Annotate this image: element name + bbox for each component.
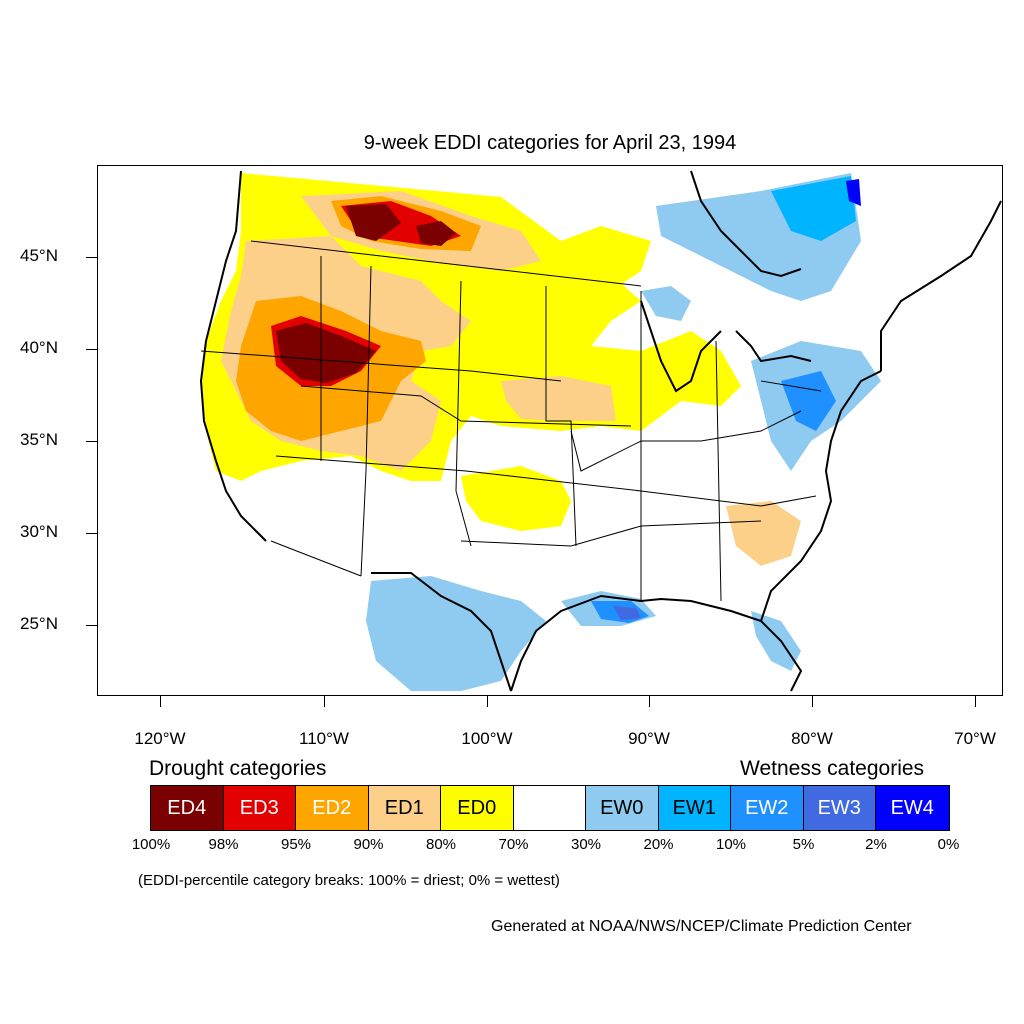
lon-label: 110°W (299, 729, 349, 748)
lat-label: 35°N (20, 430, 58, 449)
ew0-region-tx (366, 576, 546, 691)
lon-tick (975, 696, 976, 707)
ed1-region-plains (501, 376, 616, 421)
lon-label: 70°W (954, 729, 996, 748)
ew1-region (771, 176, 856, 241)
legend-percentile-label: 0% (937, 836, 960, 853)
legend-percentile-label: 98% (208, 836, 239, 853)
legend-percentile-label: 70% (498, 836, 529, 853)
legend-percentile-label: 30% (570, 836, 602, 853)
lat-label: 25°N (20, 614, 58, 633)
map-title: 9-week EDDI categories for April 23, 199… (363, 132, 737, 154)
legend-percentile-label: 80% (425, 836, 457, 853)
lon-tick (649, 696, 650, 707)
ed4-region (276, 323, 376, 383)
legend-cell-ew1: EW1 (658, 786, 731, 830)
lat-label: 40°N (20, 338, 58, 357)
lon-label: 80°W (791, 729, 833, 748)
ed4-region-north2 (416, 221, 456, 246)
category-note: (EDDI-percentile category breaks: 100% =… (138, 872, 560, 889)
legend-percentile-label: 90% (353, 836, 384, 853)
legend-percentile-label: 5% (792, 836, 815, 853)
legend-cell-ed4: ED4 (151, 786, 224, 830)
ew2-region (781, 371, 836, 431)
drought-heading: Drought categories (149, 757, 327, 780)
legend-cell-ew4: EW4 (876, 786, 949, 830)
legend-percentile-label: 95% (280, 836, 312, 853)
lat-tick (86, 257, 97, 258)
legend-cell-normal (513, 786, 586, 830)
legend-cell-ew3: EW3 (803, 786, 876, 830)
legend-cell-ed0: ED0 (441, 786, 514, 830)
lon-tick (812, 696, 813, 707)
ew0-region-fl (751, 611, 801, 671)
legend-colorbar: ED4 ED3 ED2 ED1 ED0 EW0 EW1 EW2 EW3 EW4 (150, 785, 950, 831)
lon-label: 90°W (628, 729, 670, 748)
ed1-region-se (726, 501, 801, 566)
legend-percentile-label: 100% (131, 836, 171, 853)
state-borders (200, 240, 822, 602)
lon-label: 100°W (461, 729, 513, 748)
lat-label: 45°N (20, 246, 58, 265)
lat-tick (86, 625, 97, 626)
legend-cell-ew2: EW2 (731, 786, 804, 830)
lat-label: 30°N (20, 522, 58, 541)
legend-cell-ed1: ED1 (368, 786, 441, 830)
legend-percentile-label: 10% (715, 836, 747, 853)
ed0-region-ne (561, 226, 651, 291)
lat-tick (86, 533, 97, 534)
map-canvas (199, 170, 1002, 692)
credit-line: Generated at NOAA/NWS/NCEP/Climate Predi… (491, 918, 912, 935)
legend-cell-ed3: ED3 (223, 786, 296, 830)
ew4-region (846, 179, 861, 206)
wetness-heading: Wetness categories (740, 757, 925, 780)
ed4-region-north (346, 204, 401, 241)
legend-cell-ed2: ED2 (296, 786, 369, 830)
lat-tick (86, 441, 97, 442)
legend-percentile-label: 20% (643, 836, 674, 853)
ew0-region-gl (641, 286, 691, 321)
lon-label: 120°W (134, 729, 186, 748)
ew3-region (613, 606, 641, 620)
legend-cell-ew0: EW0 (586, 786, 659, 830)
lon-tick (487, 696, 488, 707)
lon-tick (324, 696, 325, 707)
legend-percentile-label: 2% (865, 836, 887, 853)
eddi-map (97, 165, 1003, 696)
coastline (199, 170, 1002, 692)
lon-tick (160, 696, 161, 707)
ed0-region-sw (461, 466, 571, 531)
lat-tick (86, 349, 97, 350)
